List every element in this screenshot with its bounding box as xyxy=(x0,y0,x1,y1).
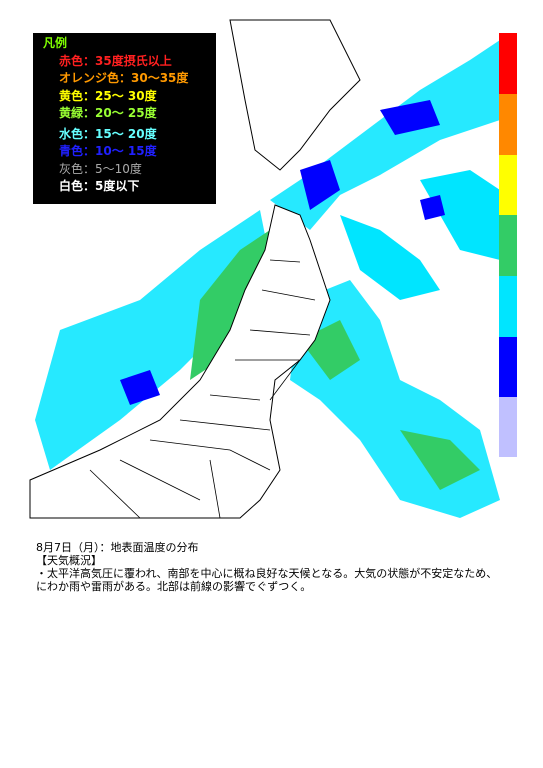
caption-heading: 【天気概況】 xyxy=(36,554,102,567)
legend-item: 灰色：5〜10度 xyxy=(59,161,142,176)
prefecture-borders xyxy=(89,259,316,519)
land-honshu xyxy=(29,204,331,519)
legend-item: 白色：5度以下 xyxy=(59,179,140,193)
legend-item: 水色：15〜 20度 xyxy=(59,126,157,141)
legend-item: 青色：10〜 15度 xyxy=(59,144,157,158)
legend-item: 赤色：35度摂氏以上 xyxy=(59,53,172,68)
legend: 凡例 赤色：35度摂氏以上 オレンジ色：30〜35度 黄色：25〜 30度 黄緑… xyxy=(33,33,216,204)
legend-item: 黄緑：20〜 25度 xyxy=(59,106,157,120)
caption-title: 8月7日（月）：地表面温度の分布 xyxy=(36,541,199,554)
land-hokkaido xyxy=(229,19,361,171)
caption: 8月7日（月）：地表面温度の分布 【天気概況】 ・太平洋高気圧に覆われ、南部を中… xyxy=(36,541,506,593)
caption-body: ・太平洋高気圧に覆われ、南部を中心に概ね良好な天候となる。大気の状態が不安定なた… xyxy=(36,567,498,593)
precip-blue xyxy=(120,100,445,405)
legend-item: 黄色：25〜 30度 xyxy=(59,88,157,103)
legend-title: 凡例 xyxy=(43,36,68,50)
legend-item: オレンジ色：30〜35度 xyxy=(59,71,189,85)
